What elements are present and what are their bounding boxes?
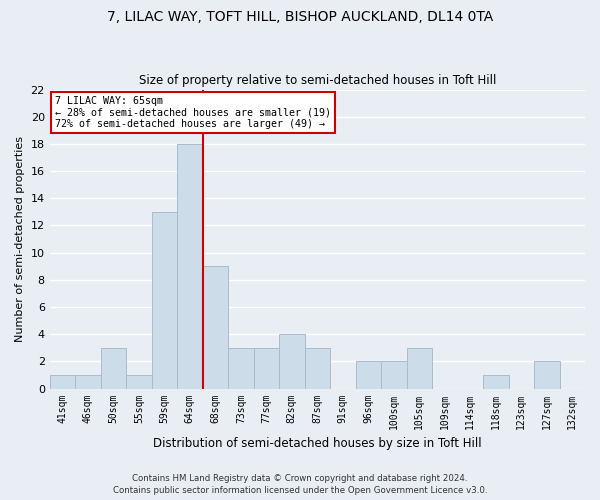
Bar <box>356 362 381 388</box>
Title: Size of property relative to semi-detached houses in Toft Hill: Size of property relative to semi-detach… <box>139 74 496 87</box>
X-axis label: Distribution of semi-detached houses by size in Toft Hill: Distribution of semi-detached houses by … <box>153 437 482 450</box>
Bar <box>126 375 152 388</box>
Text: 7 LILAC WAY: 65sqm
← 28% of semi-detached houses are smaller (19)
72% of semi-de: 7 LILAC WAY: 65sqm ← 28% of semi-detache… <box>55 96 331 128</box>
Bar <box>177 144 203 388</box>
Bar <box>279 334 305 388</box>
Bar <box>381 362 407 388</box>
Bar <box>203 266 228 388</box>
Bar <box>50 375 75 388</box>
Bar <box>254 348 279 389</box>
Bar <box>305 348 330 389</box>
Bar <box>101 348 126 389</box>
Bar <box>483 375 509 388</box>
Bar <box>75 375 101 388</box>
Bar <box>228 348 254 389</box>
Y-axis label: Number of semi-detached properties: Number of semi-detached properties <box>15 136 25 342</box>
Bar <box>407 348 432 389</box>
Bar <box>152 212 177 388</box>
Text: 7, LILAC WAY, TOFT HILL, BISHOP AUCKLAND, DL14 0TA: 7, LILAC WAY, TOFT HILL, BISHOP AUCKLAND… <box>107 10 493 24</box>
Text: Contains HM Land Registry data © Crown copyright and database right 2024.
Contai: Contains HM Land Registry data © Crown c… <box>113 474 487 495</box>
Bar <box>534 362 560 388</box>
